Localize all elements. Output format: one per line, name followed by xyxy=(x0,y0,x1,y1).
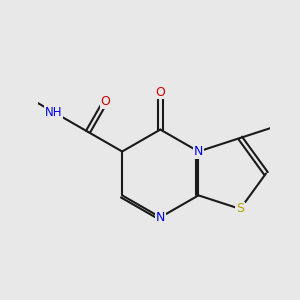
Bar xyxy=(155,212,165,222)
Text: NH: NH xyxy=(45,106,62,119)
Bar xyxy=(100,97,110,106)
Text: O: O xyxy=(100,95,110,108)
Bar xyxy=(46,104,62,120)
Text: S: S xyxy=(236,202,244,215)
Bar xyxy=(194,147,203,156)
Text: N: N xyxy=(156,211,165,224)
Bar xyxy=(155,88,165,97)
Text: N: N xyxy=(194,145,203,158)
Text: O: O xyxy=(155,86,165,99)
Bar xyxy=(235,203,246,214)
